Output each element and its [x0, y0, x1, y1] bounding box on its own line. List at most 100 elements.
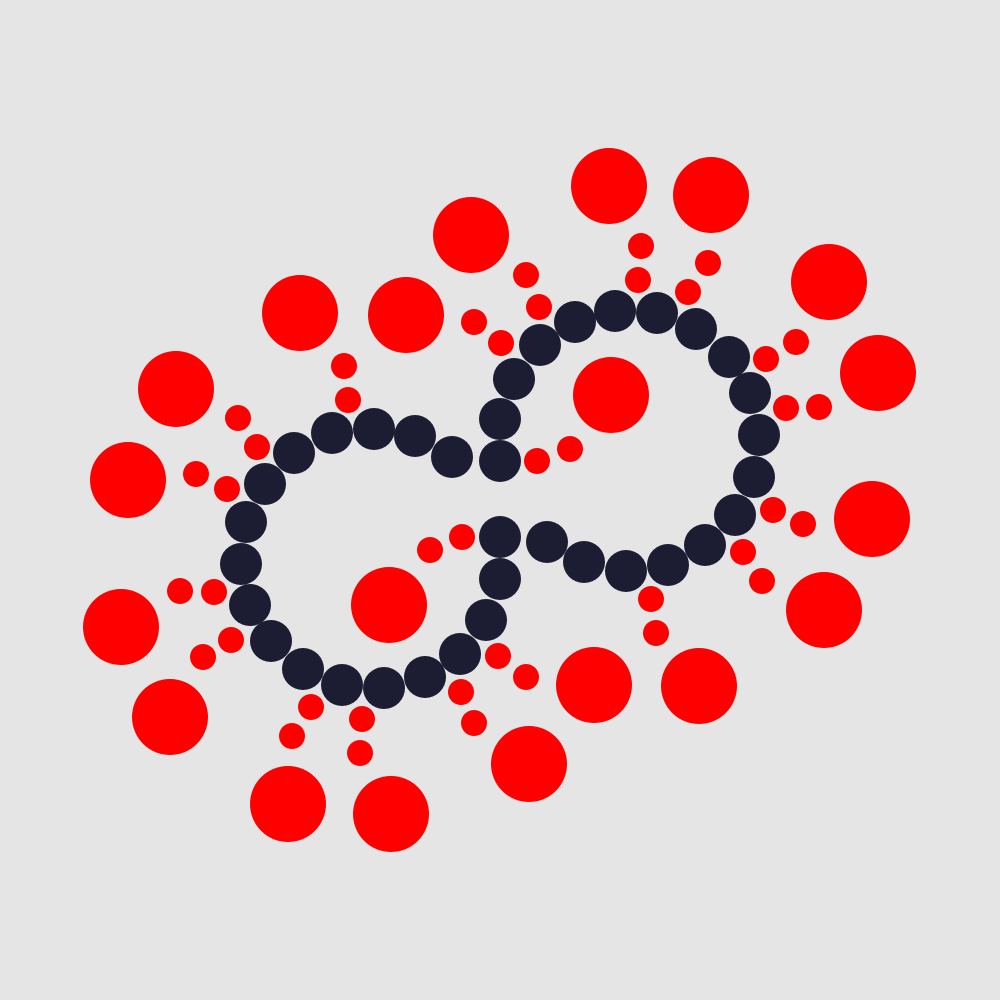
red-large-dot-8 [573, 357, 649, 433]
red-small-dot-4 [675, 279, 701, 305]
dark-chain-dot-8 [733, 456, 775, 498]
dark-chain-dot-23 [250, 620, 292, 662]
dark-chain-dot-12 [605, 550, 647, 592]
red-small-dot-32 [190, 644, 216, 670]
red-small-dot-5 [513, 262, 539, 288]
dark-chain-dot-20 [363, 667, 405, 709]
dark-chain-dot-29 [311, 412, 353, 454]
red-small-dot-10 [783, 329, 809, 355]
red-small-dot-29 [298, 694, 324, 720]
red-small-dot-14 [557, 436, 583, 462]
dark-chain-dot-33 [479, 440, 521, 482]
dark-chain-dot-34 [479, 398, 521, 440]
red-small-dot-24 [513, 664, 539, 690]
red-small-dot-28 [347, 740, 373, 766]
red-large-dot-12 [786, 572, 862, 648]
red-small-dot-18 [749, 568, 775, 594]
red-large-dot-16 [556, 647, 632, 723]
dark-chain-dot-32 [431, 436, 473, 478]
red-large-dot-10 [90, 442, 166, 518]
dark-chain-dot-25 [220, 543, 262, 585]
red-large-dot-9 [138, 351, 214, 427]
red-small-dot-8 [488, 330, 514, 356]
red-small-dot-33 [201, 579, 227, 605]
dark-chain-dot-28 [273, 432, 315, 474]
red-small-dot-26 [461, 710, 487, 736]
dark-chain-dot-2 [594, 290, 636, 332]
dark-chain-dot-21 [321, 664, 363, 706]
dark-chain-dot-27 [244, 463, 286, 505]
red-small-dot-15 [760, 497, 786, 523]
dark-chain-dot-16 [479, 558, 521, 600]
red-small-dot-35 [214, 476, 240, 502]
dark-chain-dot-24 [229, 584, 271, 626]
red-small-dot-36 [183, 461, 209, 487]
red-small-dot-23 [485, 643, 511, 669]
red-small-dot-22 [417, 537, 443, 563]
red-large-dot-17 [661, 648, 737, 724]
red-large-dot-18 [491, 726, 567, 802]
red-large-dot-1 [571, 148, 647, 224]
red-large-dot-13 [351, 567, 427, 643]
dark-chain-dot-22 [282, 648, 324, 690]
red-small-dot-37 [244, 434, 270, 460]
red-small-dot-19 [638, 586, 664, 612]
red-large-dot-19 [250, 766, 326, 842]
dark-chain-dot-1 [554, 301, 596, 343]
red-small-dot-30 [279, 723, 305, 749]
dark-chain-dot-15 [479, 516, 521, 558]
red-small-dot-1 [628, 233, 654, 259]
red-small-dot-12 [806, 394, 832, 420]
dark-chain-dot-31 [394, 415, 436, 457]
dark-chain-dot-26 [225, 501, 267, 543]
red-small-dot-20 [643, 620, 669, 646]
red-small-dot-21 [449, 524, 475, 550]
dark-chain-dot-5 [708, 336, 750, 378]
dark-chain-dot-7 [738, 414, 780, 456]
red-small-dot-17 [730, 539, 756, 565]
red-small-dots-layer [167, 233, 832, 766]
red-small-dot-25 [448, 679, 474, 705]
red-small-dot-11 [773, 395, 799, 421]
red-small-dot-2 [625, 267, 651, 293]
red-small-dot-9 [753, 346, 779, 372]
red-large-dot-5 [840, 335, 916, 411]
dark-chain-dot-19 [404, 656, 446, 698]
dark-chain-dot-36 [519, 324, 561, 366]
red-small-dot-7 [461, 309, 487, 335]
red-large-dot-2 [673, 157, 749, 233]
red-small-dot-39 [335, 387, 361, 413]
red-small-dot-6 [526, 294, 552, 320]
dark-chain-dot-10 [684, 524, 726, 566]
red-large-dot-11 [834, 481, 910, 557]
red-large-dot-3 [433, 197, 509, 273]
red-small-dot-13 [524, 448, 550, 474]
dark-chain-dot-17 [465, 599, 507, 641]
red-small-dot-31 [218, 627, 244, 653]
red-large-dot-4 [791, 244, 867, 320]
dark-chain-dots-layer [220, 290, 780, 709]
red-large-dots-layer [83, 148, 916, 852]
red-small-dot-38 [225, 405, 251, 431]
red-large-dot-15 [132, 679, 208, 755]
red-small-dot-16 [790, 511, 816, 537]
red-large-dot-6 [262, 275, 338, 351]
dark-chain-dot-6 [729, 372, 771, 414]
dark-chain-dot-14 [526, 521, 568, 563]
red-small-dot-27 [349, 706, 375, 732]
red-small-dot-40 [331, 353, 357, 379]
dark-chain-dot-13 [563, 541, 605, 583]
dark-chain-dot-18 [439, 633, 481, 675]
dark-chain-dot-4 [675, 308, 717, 350]
dark-chain-dot-35 [493, 358, 535, 400]
dark-chain-dot-9 [714, 494, 756, 536]
red-large-dot-7 [368, 277, 444, 353]
red-large-dot-14 [83, 589, 159, 665]
red-small-dot-34 [167, 578, 193, 604]
red-small-dot-3 [695, 250, 721, 276]
dark-chain-dot-3 [636, 292, 678, 334]
dark-chain-dot-11 [647, 544, 689, 586]
dark-chain-dot-30 [353, 408, 395, 450]
